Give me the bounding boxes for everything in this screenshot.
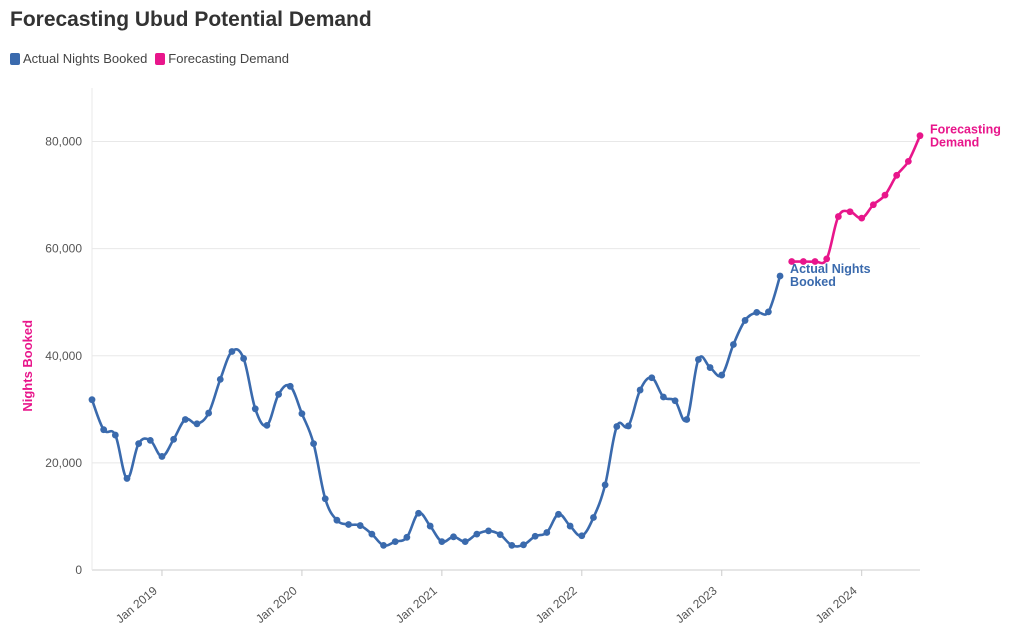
data-point-forecast: [858, 214, 866, 222]
data-point-actual: [345, 521, 352, 528]
data-point-actual: [170, 435, 178, 443]
data-point-forecast: [788, 258, 796, 265]
data-point-actual: [310, 440, 317, 448]
data-point-actual: [555, 510, 562, 518]
data-point-actual: [730, 341, 737, 348]
data-point-actual: [706, 364, 714, 371]
data-point-actual: [695, 356, 702, 363]
y-tick-label: 60,000: [45, 242, 82, 256]
data-point-forecast: [893, 171, 901, 179]
data-point-actual: [683, 416, 691, 423]
data-point-actual: [613, 423, 621, 430]
data-point-actual: [741, 317, 749, 324]
data-point-actual: [531, 532, 539, 540]
data-point-actual: [333, 516, 341, 524]
data-point-actual: [578, 532, 586, 540]
data-point-actual: [590, 514, 597, 521]
data-point-actual: [135, 440, 143, 448]
end-label-actual: Actual Nights Booked: [790, 262, 871, 289]
data-point-actual: [776, 272, 784, 280]
data-point-actual: [671, 397, 679, 405]
data-point-actual: [473, 530, 481, 538]
data-point-actual: [718, 371, 726, 379]
data-point-actual: [356, 522, 364, 529]
x-tick-label: Jan 2021: [393, 583, 440, 626]
data-point-actual: [240, 355, 248, 362]
data-point-actual: [636, 386, 644, 394]
data-point-forecast: [846, 208, 854, 216]
data-point-forecast: [881, 191, 889, 199]
data-point-actual: [251, 405, 259, 413]
data-point-actual: [648, 374, 656, 382]
data-point-actual: [461, 538, 469, 546]
data-point-actual: [391, 538, 399, 546]
data-point-actual: [450, 533, 457, 541]
data-point-actual: [403, 533, 411, 541]
data-point-actual: [601, 481, 609, 489]
data-point-actual: [485, 527, 492, 535]
data-point-actual: [88, 396, 96, 404]
x-tick-label: Jan 2020: [253, 583, 300, 626]
legend: Actual Nights Booked Forecasting Demand: [10, 51, 297, 66]
data-point-actual: [100, 426, 108, 434]
data-point-actual: [496, 531, 504, 539]
data-point-actual: [438, 538, 446, 546]
data-point-actual: [520, 541, 527, 549]
data-point-actual: [426, 522, 434, 530]
data-point-actual: [380, 541, 387, 549]
data-point-actual: [286, 382, 294, 390]
data-point-actual: [764, 308, 772, 316]
data-point-actual: [228, 348, 236, 355]
data-point-forecast: [834, 213, 842, 220]
data-point-actual: [193, 420, 201, 428]
data-point-actual: [123, 475, 131, 482]
data-point-actual: [321, 495, 329, 503]
x-tick-label: Jan 2019: [113, 583, 160, 626]
data-point-actual: [566, 522, 574, 530]
series-line-forecast: [790, 134, 922, 265]
data-point-actual: [415, 509, 422, 517]
data-point-actual: [368, 530, 376, 538]
data-point-actual: [543, 529, 551, 536]
y-tick-label: 0: [75, 563, 82, 577]
data-point-forecast: [869, 201, 877, 209]
data-point-actual: [298, 410, 306, 418]
data-point-actual: [508, 541, 516, 549]
legend-label-actual: Actual Nights Booked: [23, 51, 148, 66]
data-point-actual: [275, 390, 282, 398]
data-point-actual: [111, 431, 119, 439]
x-tick-label: Jan 2024: [813, 583, 860, 626]
y-tick-label: 40,000: [45, 349, 82, 363]
y-tick-label: 80,000: [45, 135, 82, 149]
data-point-forecast: [904, 157, 912, 165]
y-axis-label: Nights Booked: [20, 320, 35, 412]
y-tick-label: 20,000: [45, 456, 82, 470]
x-tick-label: Jan 2022: [533, 583, 580, 626]
end-label-forecast: Forecasting Demand: [930, 123, 1001, 150]
data-point-actual: [146, 436, 154, 444]
data-point-actual: [216, 375, 224, 383]
data-point-actual: [263, 422, 271, 429]
data-point-forecast: [916, 132, 924, 140]
data-point-forecast: [799, 258, 807, 265]
data-point-actual: [205, 409, 213, 417]
data-point-actual: [625, 422, 632, 430]
data-point-actual: [181, 416, 189, 423]
data-point-actual: [753, 308, 761, 316]
legend-swatch-actual: [10, 52, 20, 65]
data-point-actual: [660, 393, 667, 401]
series-line-actual: [90, 274, 782, 548]
legend-swatch-forecast: [155, 52, 166, 65]
x-tick-label: Jan 2023: [673, 583, 720, 626]
legend-label-forecast: Forecasting Demand: [168, 51, 289, 66]
legend-item-actual[interactable]: Actual Nights Booked: [10, 51, 147, 66]
chart-title: Forecasting Ubud Potential Demand: [10, 8, 372, 31]
legend-item-forecast[interactable]: Forecasting Demand: [155, 51, 289, 66]
data-point-forecast: [811, 258, 819, 265]
data-point-forecast: [823, 255, 831, 263]
data-point-actual: [158, 453, 166, 460]
